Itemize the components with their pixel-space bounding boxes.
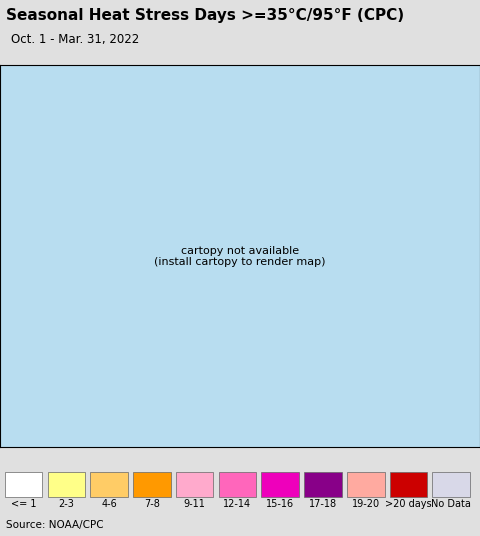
Text: 4-6: 4-6 <box>101 498 117 509</box>
Bar <box>176 472 214 497</box>
Text: 19-20: 19-20 <box>352 498 380 509</box>
Bar <box>304 472 342 497</box>
Bar <box>347 472 384 497</box>
Bar <box>390 472 427 497</box>
Bar <box>133 472 171 497</box>
Bar <box>90 472 128 497</box>
Text: >20 days: >20 days <box>385 498 432 509</box>
Text: Seasonal Heat Stress Days >=35°C/95°F (CPC): Seasonal Heat Stress Days >=35°C/95°F (C… <box>6 8 404 23</box>
Text: cartopy not available
(install cartopy to render map): cartopy not available (install cartopy t… <box>154 245 326 267</box>
Text: Source: NOAA/CPC: Source: NOAA/CPC <box>6 520 103 530</box>
Text: 2-3: 2-3 <box>59 498 74 509</box>
Text: No Data: No Data <box>432 498 471 509</box>
Text: Oct. 1 - Mar. 31, 2022: Oct. 1 - Mar. 31, 2022 <box>11 33 139 46</box>
Bar <box>5 472 42 497</box>
Text: 9-11: 9-11 <box>184 498 205 509</box>
Text: 12-14: 12-14 <box>223 498 252 509</box>
Bar <box>218 472 256 497</box>
Text: <= 1: <= 1 <box>11 498 36 509</box>
Bar <box>432 472 470 497</box>
Bar <box>48 472 85 497</box>
Text: 15-16: 15-16 <box>266 498 294 509</box>
Text: 7-8: 7-8 <box>144 498 160 509</box>
Text: 17-18: 17-18 <box>309 498 337 509</box>
Bar <box>262 472 299 497</box>
